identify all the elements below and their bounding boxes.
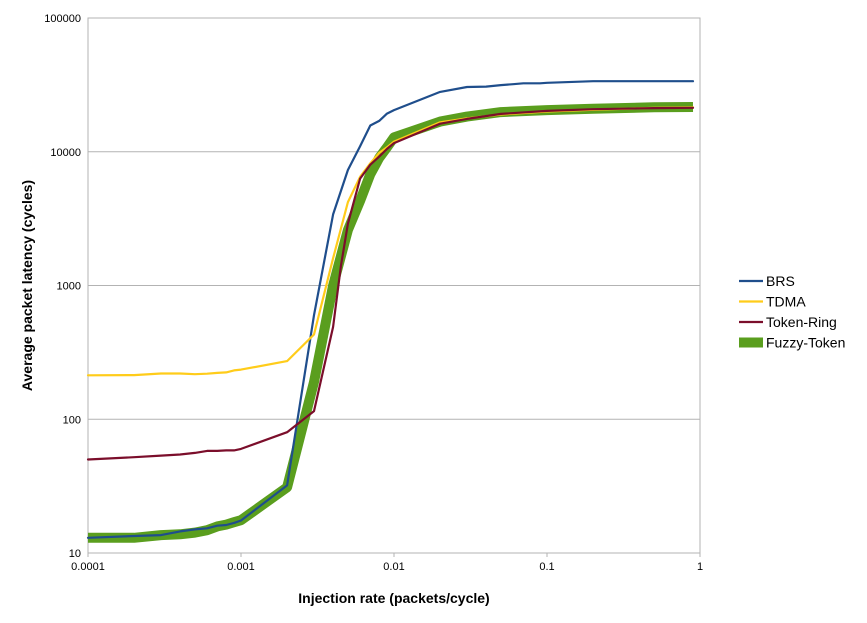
legend-label-tdma: TDMA: [766, 294, 806, 310]
x-tick-label: 0.0001: [71, 561, 105, 573]
x-axis-tick-labels: 0.0001 0.001 0.01 0.1 1: [71, 553, 703, 573]
series-line-brs: [86, 80, 695, 539]
x-tick-label: 0.1: [539, 561, 554, 573]
legend-label-brs: BRS: [766, 273, 795, 289]
legend: BRS TDMA Token-Ring Fuzzy-Token: [739, 273, 845, 351]
series-line-token-ring: [86, 106, 695, 461]
series-layer: [86, 80, 695, 543]
y-tick-label: 10000: [50, 147, 81, 159]
x-axis-title: Injection rate (packets/cycle): [298, 590, 489, 606]
y-tick-label: 100: [63, 414, 81, 426]
x-tick-label: 1: [697, 561, 703, 573]
y-tick-label: 10: [69, 548, 81, 560]
x-tick-label: 0.001: [227, 561, 255, 573]
x-tick-label: 0.01: [383, 561, 404, 573]
legend-label-fuzzy-token: Fuzzy-Token: [766, 335, 845, 351]
legend-label-token-ring: Token-Ring: [766, 314, 837, 330]
series-line-fuzzy-token: [88, 102, 694, 543]
y-axis-title: Average packet latency (cycles): [19, 180, 35, 391]
grid-lines: [88, 17, 700, 554]
y-tick-label: 1000: [57, 281, 81, 293]
y-axis-tick-labels: 10 100 1000 10000 100000: [44, 13, 81, 560]
y-tick-label: 100000: [44, 13, 81, 25]
